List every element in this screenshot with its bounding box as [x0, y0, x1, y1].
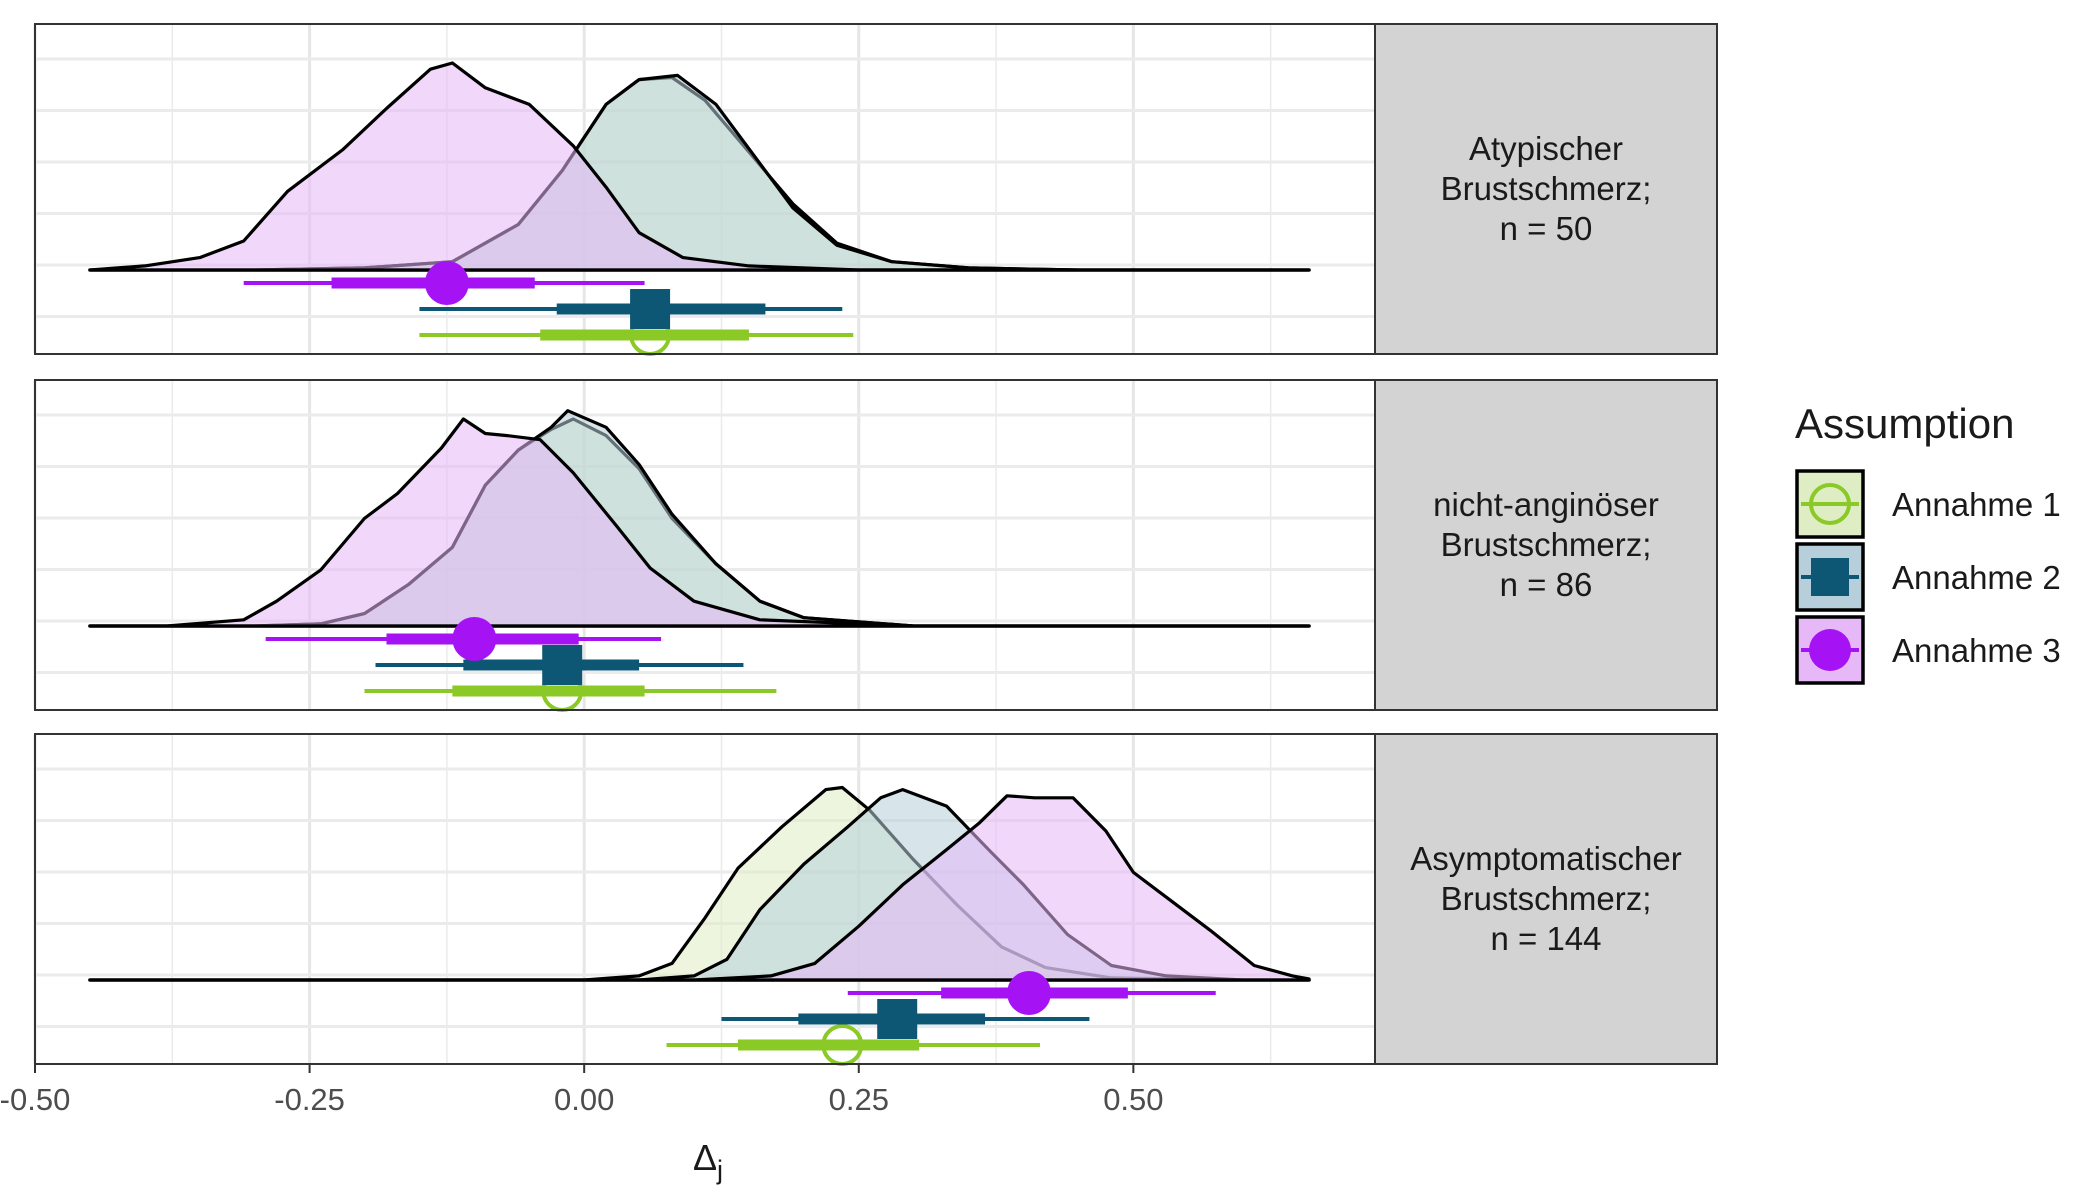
- interval-annahme-2: [419, 289, 843, 329]
- panel-intervals: [265, 617, 777, 712]
- panel-background: [35, 380, 1375, 710]
- strip-label-line: Brustschmerz;: [1441, 526, 1652, 563]
- density-annahme-3: [88, 61, 1311, 272]
- strip-background: [1374, 379, 1718, 711]
- legend-label: Annahme 1: [1892, 486, 2061, 523]
- panel-background: [35, 734, 1375, 1064]
- strip-background: [1374, 733, 1718, 1065]
- panel-intervals: [243, 261, 854, 356]
- strip-label-line: nicht-anginöser: [1433, 486, 1659, 523]
- interval-annahme-3: [265, 617, 662, 661]
- legend-item-annahme-1: Annahme 1: [1795, 469, 2061, 539]
- interval-annahme-2: [375, 645, 744, 685]
- x-tick-label: 0.50: [1103, 1082, 1163, 1117]
- legend-item-annahme-3: Annahme 3: [1795, 615, 2061, 685]
- panel-intervals: [666, 971, 1216, 1066]
- strip-label-line: n = 144: [1490, 920, 1601, 957]
- x-tick-label: -0.25: [274, 1082, 345, 1117]
- point-estimate: [1007, 971, 1052, 1015]
- interval-annahme-2: [721, 999, 1090, 1039]
- legend-key-square: [1811, 558, 1849, 596]
- legend-item-annahme-2: Annahme 2: [1795, 542, 2061, 612]
- legend-key-circle: [1809, 629, 1851, 671]
- x-axis-label-main: Δ: [693, 1137, 717, 1178]
- strip-label-line: Atypischer: [1469, 130, 1623, 167]
- interval-annahme-3: [847, 971, 1216, 1015]
- interval-annahme-3: [243, 261, 645, 305]
- legend-key-open-circle: [1809, 483, 1851, 525]
- point-estimate: [877, 999, 918, 1039]
- strip-label-line: Asymptomatischer: [1410, 840, 1681, 877]
- legend: Assumption Annahme 1 Annahme 2 Annahme 3: [1795, 400, 2061, 685]
- legend-label: Annahme 3: [1892, 632, 2061, 669]
- x-tick-label: 0.00: [554, 1082, 614, 1117]
- panel-densities: [88, 61, 1311, 272]
- strip-background: [1374, 23, 1718, 355]
- x-axis-label-subscript: j: [716, 1155, 723, 1185]
- legend-title: Assumption: [1795, 400, 2014, 447]
- panel-densities: [88, 785, 1311, 982]
- x-tick-label: 0.25: [829, 1082, 889, 1117]
- strip-label-line: n = 50: [1500, 210, 1593, 247]
- x-axis-label: Δj: [693, 1137, 723, 1185]
- x-tick-label: -0.50: [0, 1082, 70, 1117]
- strip-label-line: Brustschmerz;: [1441, 880, 1652, 917]
- density-annahme-3: [88, 794, 1311, 982]
- point-estimate: [452, 617, 497, 661]
- density-annahme-3: [88, 417, 1311, 628]
- panel-densities: [88, 409, 1311, 628]
- strip-label-line: n = 86: [1500, 566, 1593, 603]
- strip-label-line: Brustschmerz;: [1441, 170, 1652, 207]
- point-estimate: [630, 289, 671, 329]
- point-estimate: [542, 645, 583, 685]
- point-estimate: [424, 261, 469, 305]
- x-axis: -0.50 -0.25 0.00 0.25 0.50: [0, 1064, 1164, 1117]
- legend-label: Annahme 2: [1892, 559, 2061, 596]
